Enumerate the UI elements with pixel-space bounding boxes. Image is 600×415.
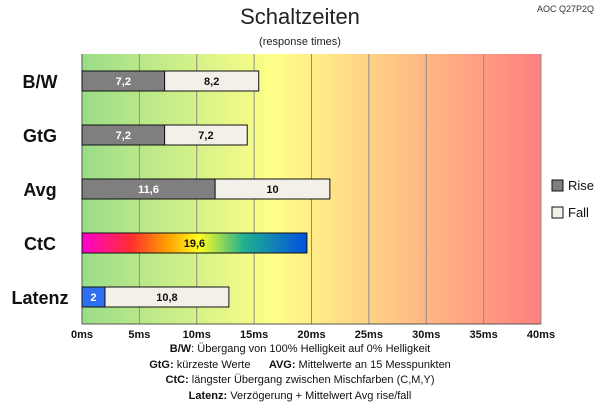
category-label: Avg <box>23 180 56 200</box>
latency-avg-bar <box>104 286 230 308</box>
fall-bar <box>214 178 331 200</box>
x-tick-label: 30ms <box>412 329 440 341</box>
category-label: B/W <box>23 72 58 92</box>
fall-bar <box>164 70 260 92</box>
note-bw: B/W: Übergang von 100% Helligkeit auf 0%… <box>169 343 431 355</box>
x-tick-label: 5ms <box>128 329 150 341</box>
rise-value-label: 11,6 <box>138 184 159 196</box>
x-tick-label: 0ms <box>71 329 93 341</box>
latency-avg-label: 10,8 <box>156 292 177 304</box>
rise-value-label: 7,2 <box>116 130 131 142</box>
rise-value-label: 7,2 <box>116 76 131 88</box>
x-tick-label: 40ms <box>527 329 555 341</box>
x-tick-label: 20ms <box>297 329 325 341</box>
category-label: CtC <box>24 234 56 254</box>
x-tick-label: 10ms <box>183 329 211 341</box>
fall-value-label: 7,2 <box>198 130 213 142</box>
note-ctc: CtC: längster Übergang zwischen Mischfar… <box>165 374 435 386</box>
category-label: GtG <box>23 126 57 146</box>
x-tick-label: 15ms <box>240 329 268 341</box>
latency-delay-label: 2 <box>90 292 96 304</box>
chart-notes: B/W: Übergang von 100% Helligkeit auf 0%… <box>0 342 600 404</box>
fall-value-label: 8,2 <box>204 76 219 88</box>
bar-chart: 0ms 5ms 10ms 15ms 20ms 25ms 30ms 35ms 40ms B/W 7,2… <box>11 54 594 341</box>
ctc-value-label: 19,6 <box>184 238 205 250</box>
legend-label: Fall <box>568 205 589 220</box>
legend-label: Rise <box>568 178 594 193</box>
category-label: Latenz <box>11 288 68 308</box>
fall-bar <box>164 124 248 146</box>
legend-swatch <box>551 179 564 192</box>
fall-value-label: 10 <box>266 184 278 196</box>
x-tick-label: 25ms <box>355 329 383 341</box>
chart-title: Schaltzeiten <box>240 4 360 29</box>
monitor-model: AOC Q27P2Q <box>536 4 594 14</box>
chart-subtitle: (response times) <box>259 36 341 48</box>
note-gtg-avg: GtG: kürzeste Werte AVG: Mittelwerte an … <box>149 358 451 371</box>
legend-swatch <box>551 206 564 219</box>
note-latency: Latenz: Verzögerung + Mittelwert Avg ris… <box>188 389 412 402</box>
x-tick-label: 35ms <box>470 329 498 341</box>
ctc-bar <box>81 232 308 254</box>
